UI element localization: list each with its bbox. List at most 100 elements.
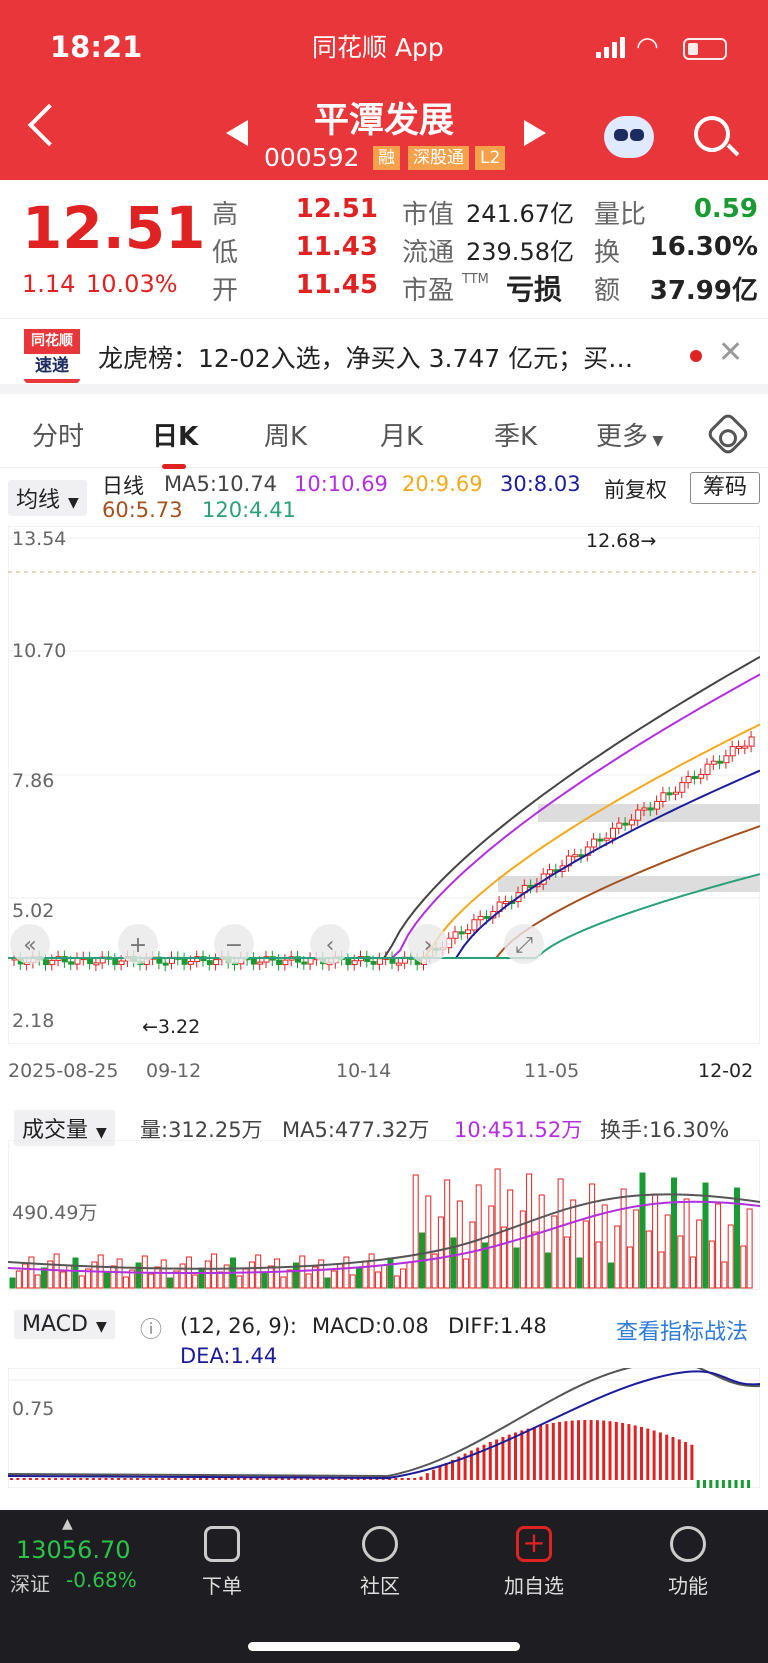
candle-body	[654, 800, 661, 810]
settings-icon[interactable]	[705, 411, 751, 457]
dea-line	[8, 1370, 760, 1480]
volume-bar	[311, 1266, 318, 1289]
candle-body	[597, 838, 604, 842]
volume-bar	[463, 1258, 470, 1289]
indicator-strategy-link[interactable]: 查看指标战法	[616, 1320, 749, 1345]
volume-bar	[286, 1269, 293, 1289]
tab-daily[interactable]: 日K	[152, 416, 198, 469]
macd-dropdown-label: MACD	[22, 1312, 88, 1337]
macd-bar	[507, 1434, 511, 1480]
volume-bar	[475, 1184, 482, 1289]
chart-period-tabs: 分时 日K 周K 月K 季K 更多 ▼	[0, 404, 768, 469]
tab-more[interactable]: 更多 ▼	[596, 422, 664, 452]
volume-y-tick: 490.49万	[12, 1202, 98, 1224]
macd-bar	[60, 1478, 64, 1480]
tab-quarterly[interactable]: 季K	[494, 422, 538, 452]
volume-bar	[639, 1172, 646, 1289]
adjust-mode[interactable]: 前复权	[604, 478, 667, 502]
candle-body	[307, 957, 314, 965]
volume-bar	[412, 1174, 419, 1289]
volume-bar	[116, 1258, 123, 1289]
next-icon-bg	[408, 924, 448, 964]
candle-body	[591, 838, 598, 848]
nav-add-watchlist[interactable]: + 加自选	[494, 1526, 574, 1599]
header-bar: 18:21 同花顺 App ◠ 平潭发展 000592 融 深股通 L2	[0, 0, 768, 180]
macd-bar	[262, 1478, 265, 1480]
macd-bar	[41, 1478, 45, 1480]
ma-dropdown[interactable]: 均线 ▼	[8, 480, 87, 516]
nav-community[interactable]: 社区	[340, 1526, 420, 1599]
ma20-value: 20:9.69	[402, 472, 483, 496]
volume-bar	[563, 1236, 570, 1289]
macd-bar	[180, 1478, 184, 1480]
nav-order[interactable]: 下单	[182, 1526, 262, 1599]
help-icon[interactable]: ⓘ	[140, 1318, 163, 1343]
zoom-out-icon-bg	[10, 924, 50, 964]
macd-y-tick: 0.75	[12, 1398, 55, 1420]
menu-icon	[670, 1526, 706, 1562]
candle-body	[376, 958, 383, 965]
pe-label: 市盈	[402, 276, 455, 306]
margin-tag: 融	[373, 146, 400, 170]
macd-bar	[224, 1478, 228, 1480]
y-tick-3: 7.86	[12, 770, 55, 792]
volume-bar	[740, 1245, 747, 1289]
volume-bar	[66, 1264, 73, 1289]
community-icon	[362, 1526, 398, 1562]
volume-bar	[400, 1268, 407, 1289]
tab-monthly[interactable]: 月K	[380, 422, 424, 452]
volume-ratio-label: 量比	[594, 200, 647, 230]
nav-functions-label: 功能	[668, 1574, 708, 1598]
macd-bar	[16, 1478, 20, 1480]
macd-bar	[110, 1478, 114, 1480]
volume-bar	[192, 1274, 199, 1289]
volume-bar	[437, 1216, 444, 1289]
volume-bar	[356, 1267, 362, 1289]
amount-value: 37.99亿	[649, 276, 758, 306]
search-icon[interactable]	[694, 116, 730, 152]
volume-bar	[507, 1189, 514, 1289]
bottom-nav: ▲ 13056.70 深证 -0.68% 下单 社区 + 加自选 功能	[0, 1510, 768, 1663]
volume-chart[interactable]	[8, 1140, 760, 1290]
chips-button[interactable]: 筹码	[690, 472, 760, 504]
macd-bar	[658, 1432, 662, 1480]
home-indicator	[248, 1642, 520, 1651]
macd-bar	[425, 1473, 429, 1480]
volume-bar	[519, 1210, 526, 1289]
volume-bar	[734, 1187, 740, 1289]
macd-bar	[167, 1478, 171, 1480]
ma120-value: 120:4.41	[202, 498, 296, 522]
tab-intraday[interactable]: 分时	[32, 422, 85, 452]
news-text[interactable]: 龙虎榜：12-02入选，净买入 3.747 亿元；买…	[98, 344, 634, 373]
macd-bar	[236, 1478, 240, 1480]
expand-up-icon[interactable]: ▲	[62, 1516, 73, 1532]
candle-body	[301, 961, 308, 965]
macd-chart[interactable]	[8, 1368, 760, 1488]
volume-bar	[626, 1246, 633, 1289]
prev-icon-bg	[310, 924, 350, 964]
candle-body	[748, 736, 755, 747]
volume-bar	[122, 1276, 129, 1289]
volume-bar	[595, 1241, 602, 1289]
kline-chart[interactable]: « + − ‹ › ⤢	[8, 526, 760, 1044]
nav-functions[interactable]: 功能	[648, 1526, 728, 1599]
next-stock-icon[interactable]	[524, 120, 546, 146]
assistant-robot-icon[interactable]	[604, 116, 654, 158]
news-ticker[interactable]: 同花顺 速递 龙虎榜：12-02入选，净买入 3.747 亿元；买… ✕	[0, 318, 768, 394]
dea-value: DEA:1.44	[180, 1344, 278, 1368]
volume-bar	[368, 1253, 375, 1289]
tab-weekly[interactable]: 周K	[264, 422, 308, 452]
mktcap-label: 市值	[402, 200, 455, 230]
tab-more-label: 更多	[596, 422, 649, 452]
index-value[interactable]: 13056.70	[16, 1536, 131, 1564]
prev-stock-icon[interactable]	[226, 120, 248, 146]
macd-bar	[715, 1480, 719, 1488]
index-name: 深证	[10, 1572, 50, 1596]
volume-bar	[223, 1264, 230, 1289]
macd-bar	[35, 1478, 39, 1480]
candle-body	[572, 854, 579, 858]
close-icon[interactable]: ✕	[718, 335, 744, 370]
macd-dropdown[interactable]: MACD ▼	[14, 1310, 115, 1339]
candle-body	[477, 915, 484, 921]
volume-bar	[374, 1271, 381, 1289]
